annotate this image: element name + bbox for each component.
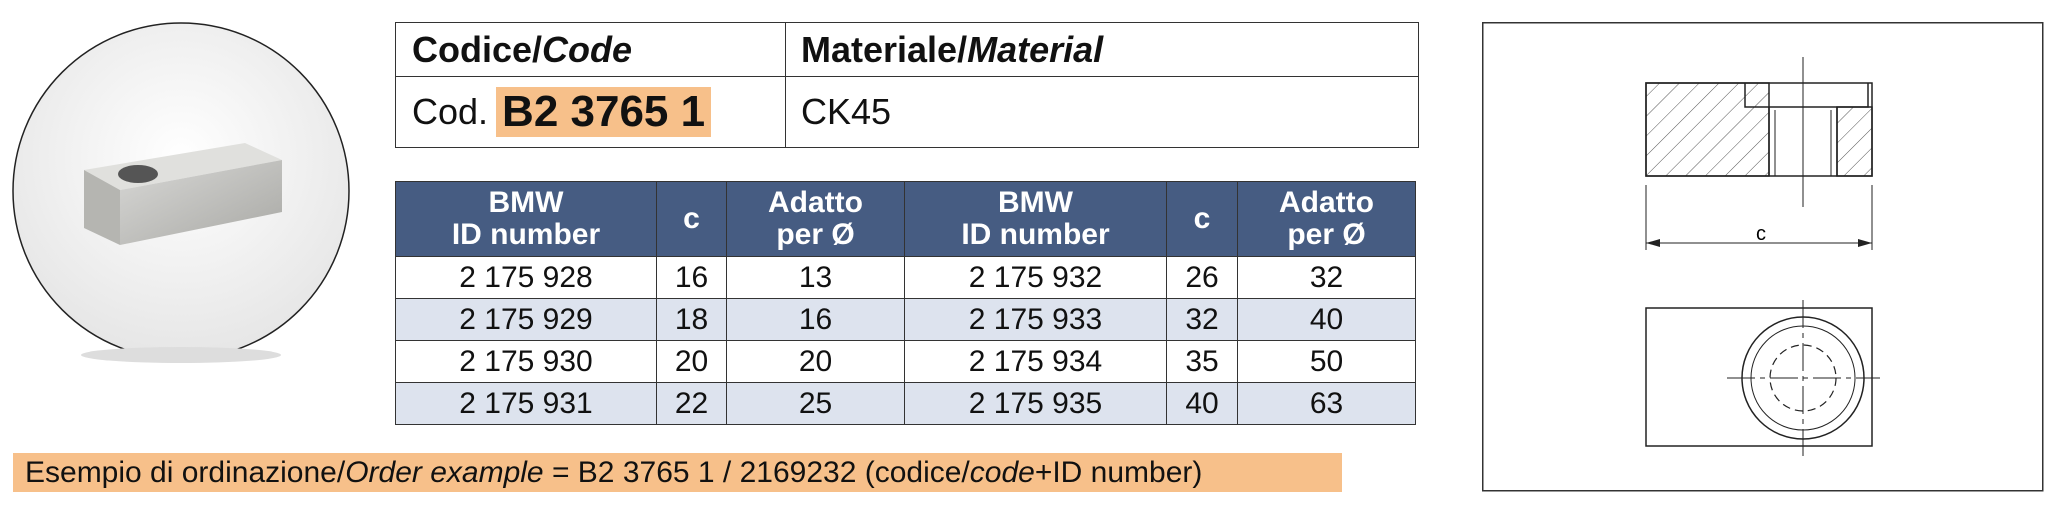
table-cell: 20 — [656, 340, 727, 383]
header-line: ID number — [961, 218, 1110, 251]
header-line: BMW — [488, 186, 564, 219]
header-line: c — [1193, 202, 1211, 235]
table-cell: 2 175 930 — [395, 340, 657, 383]
order-text: code — [969, 456, 1035, 489]
table-cell: 40 — [1237, 298, 1416, 341]
table-cell: 32 — [1237, 256, 1416, 299]
material-cell: CK45 — [785, 77, 1418, 147]
header-italic: Code — [542, 28, 633, 70]
code-cell: Cod. B2 3765 1 — [396, 77, 785, 147]
table-cell: 2 175 931 — [395, 382, 657, 425]
table-cell: 18 — [656, 298, 727, 341]
order-text: Order example — [345, 456, 544, 489]
technical-drawing: c — [1482, 22, 2044, 492]
column-header: BMW ID number — [395, 181, 657, 257]
table-row: 2 175 929 18 16 2 175 933 32 40 — [395, 298, 1416, 341]
material-value: CK45 — [801, 91, 892, 132]
table-cell: 2 175 928 — [395, 256, 657, 299]
table-cell: 13 — [726, 256, 905, 299]
size-table: BMW ID number c Adatto per Ø BMW ID number c Ada… — [395, 181, 1416, 425]
header-line: Adatto — [768, 186, 863, 219]
order-example: Esempio di ordinazione/Order example = B… — [13, 453, 1342, 492]
header-line: per Ø — [776, 218, 855, 251]
dimension-label: c — [1756, 223, 1766, 245]
order-text: Esempio di ordinazione/ — [25, 456, 346, 489]
column-header: BMW ID number — [904, 181, 1167, 257]
column-header: Adatto per Ø — [726, 181, 905, 257]
table-cell: 2 175 935 — [904, 382, 1167, 425]
header-line: Adatto — [1279, 186, 1374, 219]
code-prefix: Cod. — [412, 91, 489, 132]
table-cell: 40 — [1166, 382, 1238, 425]
table-cell: 32 — [1166, 298, 1238, 341]
table-cell: 2 175 933 — [904, 298, 1167, 341]
column-header: c — [656, 181, 727, 257]
header-line: BMW — [998, 186, 1073, 219]
table-cell: 20 — [726, 340, 905, 383]
material-header: Materiale/Material — [785, 23, 1418, 76]
column-header: Adatto per Ø — [1237, 181, 1416, 257]
code-header: Codice/Code — [396, 23, 785, 76]
table-cell: 25 — [726, 382, 905, 425]
table-row: 2 175 928 16 13 2 175 932 26 32 — [395, 256, 1416, 299]
table-cell: 16 — [726, 298, 905, 341]
table-cell: 63 — [1237, 382, 1416, 425]
header-line: per Ø — [1287, 218, 1366, 251]
code-table: Codice/Code Materiale/Material Cod. B2 3… — [395, 22, 1419, 148]
order-text: = B2 3765 1 / 2169232 (codice/ — [543, 456, 970, 489]
table-cell: 2 175 929 — [395, 298, 657, 341]
table-row: 2 175 931 22 25 2 175 935 40 63 — [395, 382, 1416, 425]
header-text: Codice/ — [412, 28, 543, 70]
table-cell: 50 — [1237, 340, 1416, 383]
header-line: c — [683, 202, 700, 235]
table-cell: 2 175 934 — [904, 340, 1167, 383]
header-italic: Material — [967, 28, 1104, 70]
order-text: +ID number) — [1034, 456, 1203, 489]
table-cell: 22 — [656, 382, 727, 425]
table-cell: 16 — [656, 256, 727, 299]
product-photo — [12, 22, 350, 363]
code-value: B2 3765 1 — [496, 87, 712, 137]
table-cell: 2 175 932 — [904, 256, 1167, 299]
header-text: Materiale/ — [801, 28, 968, 70]
table-cell: 35 — [1166, 340, 1238, 383]
column-header: c — [1166, 181, 1238, 257]
table-row: 2 175 930 20 20 2 175 934 35 50 — [395, 340, 1416, 383]
header-line: ID number — [451, 218, 601, 251]
table-cell: 26 — [1166, 256, 1238, 299]
